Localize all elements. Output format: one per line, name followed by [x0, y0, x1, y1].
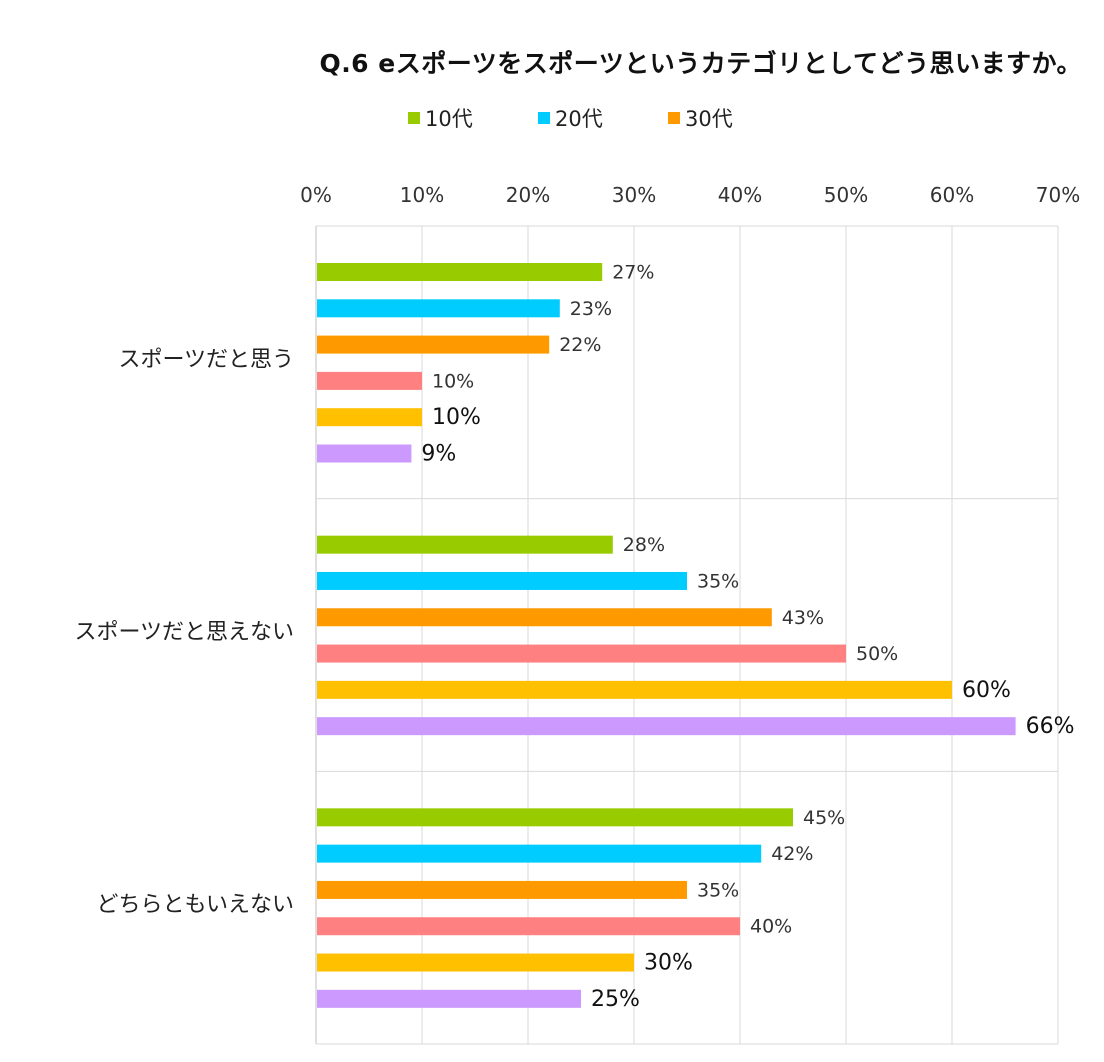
legend-item: 20代 [538, 103, 668, 133]
bar [317, 844, 762, 863]
x-tick-label: 10% [400, 183, 444, 207]
chart-legend: 10代 20代 30代 [408, 103, 798, 133]
bar [317, 371, 422, 390]
bar [317, 444, 412, 463]
data-label: 60% [962, 678, 1011, 703]
data-label: 27% [612, 262, 654, 284]
bar [317, 989, 581, 1008]
data-label: 22% [559, 334, 601, 356]
data-label: 45% [803, 807, 845, 829]
legend-swatch [668, 112, 680, 124]
x-tick-label: 60% [930, 183, 974, 207]
bar [317, 571, 687, 590]
legend-label: 10代 [425, 107, 473, 131]
data-label: 10% [432, 405, 481, 430]
bar [317, 299, 560, 318]
legend-swatch [538, 112, 550, 124]
x-tick-label: 20% [506, 183, 550, 207]
data-label: 23% [570, 298, 612, 320]
category-label: どちらともいえない [96, 893, 294, 918]
legend-label: 20代 [555, 107, 603, 131]
data-label: 66% [1026, 714, 1075, 739]
x-tick-label: 30% [612, 183, 656, 207]
bar [317, 917, 740, 936]
chart-title: Q.6 eスポーツをスポーツというカテゴリとしてどう思いますか。 [319, 49, 1082, 78]
legend-swatch [408, 112, 420, 124]
data-label: 40% [750, 916, 792, 938]
bar [317, 263, 603, 281]
x-tick-label: 50% [824, 183, 868, 207]
x-tick-label: 70% [1036, 183, 1080, 207]
bar [317, 953, 634, 972]
bar [317, 408, 422, 427]
data-label: 9% [421, 442, 456, 467]
data-label: 28% [623, 534, 665, 556]
bar [317, 680, 952, 699]
bar [317, 608, 772, 627]
legend-label: 30代 [685, 107, 733, 131]
bar [317, 535, 613, 554]
data-label: 50% [856, 643, 898, 665]
legend-item: 30代 [668, 103, 798, 133]
data-label: 30% [644, 951, 693, 976]
bar [317, 644, 846, 663]
x-tick-label: 40% [718, 183, 762, 207]
data-label: 35% [697, 570, 739, 592]
bar [317, 335, 550, 354]
x-tick-label: 0% [300, 183, 332, 207]
bar [317, 808, 793, 827]
data-label: 42% [771, 843, 813, 865]
bar [317, 717, 1016, 736]
data-label: 25% [591, 987, 640, 1012]
bar [317, 880, 687, 899]
legend-item: 10代 [408, 103, 538, 133]
data-label: 35% [697, 879, 739, 901]
data-label: 10% [432, 370, 474, 392]
category-label: スポーツだと思う [118, 347, 294, 372]
data-label: 43% [782, 607, 824, 629]
category-label: スポーツだと思えない [74, 620, 294, 645]
